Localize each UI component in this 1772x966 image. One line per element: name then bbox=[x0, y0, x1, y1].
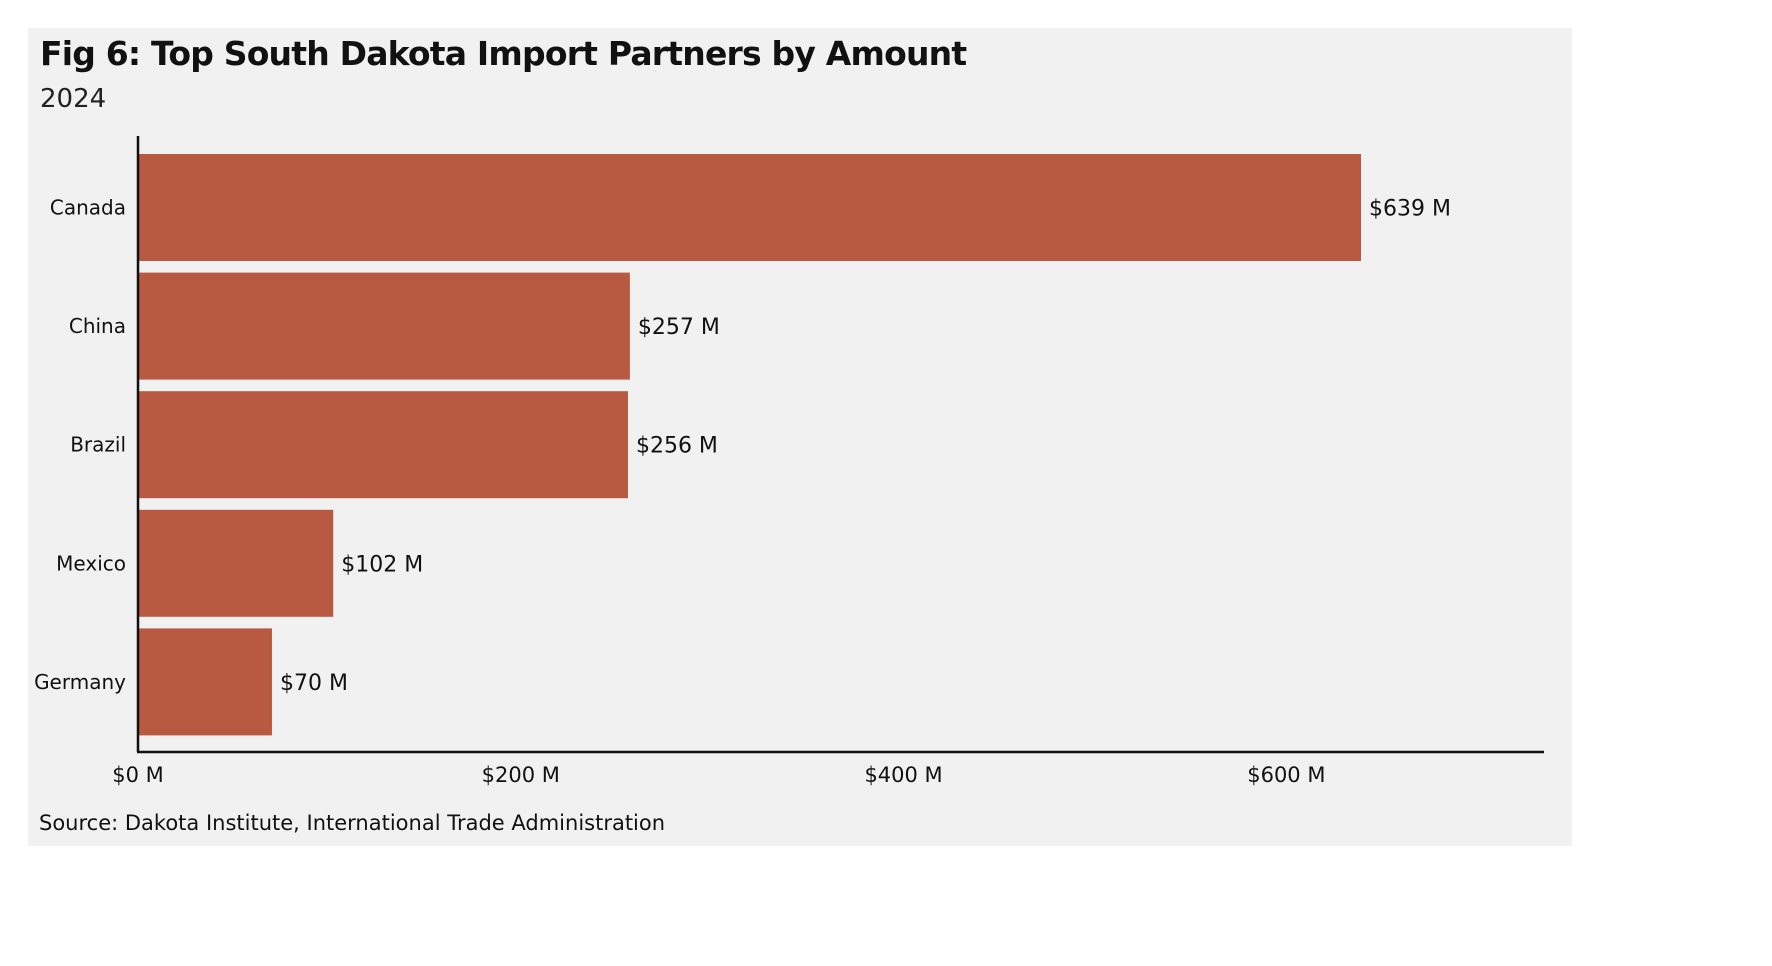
chart-source: Source: Dakota Institute, International … bbox=[39, 811, 666, 835]
data-label: $257 M bbox=[638, 315, 720, 340]
bar bbox=[138, 272, 630, 380]
category-label: Brazil bbox=[70, 433, 126, 457]
chart-subtitle: 2024 bbox=[40, 84, 107, 114]
category-label: Mexico bbox=[56, 551, 126, 575]
x-tick-label: $200 M bbox=[482, 763, 560, 787]
data-label: $70 M bbox=[280, 671, 348, 696]
data-label: $102 M bbox=[341, 552, 423, 577]
data-label: $639 M bbox=[1369, 197, 1451, 222]
data-label: $256 M bbox=[636, 434, 718, 459]
chart-panel: Fig 6: Top South Dakota Import Partners … bbox=[28, 28, 1572, 846]
x-tick-label: $600 M bbox=[1247, 763, 1325, 787]
bar bbox=[138, 154, 1361, 261]
category-label: Canada bbox=[50, 196, 126, 220]
bar bbox=[138, 391, 628, 499]
x-tick-label: $400 M bbox=[864, 763, 942, 787]
x-tick-label: $0 M bbox=[112, 763, 164, 787]
bar bbox=[138, 509, 334, 617]
chart-title: Fig 6: Top South Dakota Import Partners … bbox=[40, 34, 967, 73]
category-label: Germany bbox=[34, 670, 126, 694]
bar bbox=[138, 628, 272, 736]
bar-chart: Canada $639 M China $257 M Brazil $256 M Mexic… bbox=[34, 136, 1544, 787]
category-label: China bbox=[69, 314, 126, 338]
